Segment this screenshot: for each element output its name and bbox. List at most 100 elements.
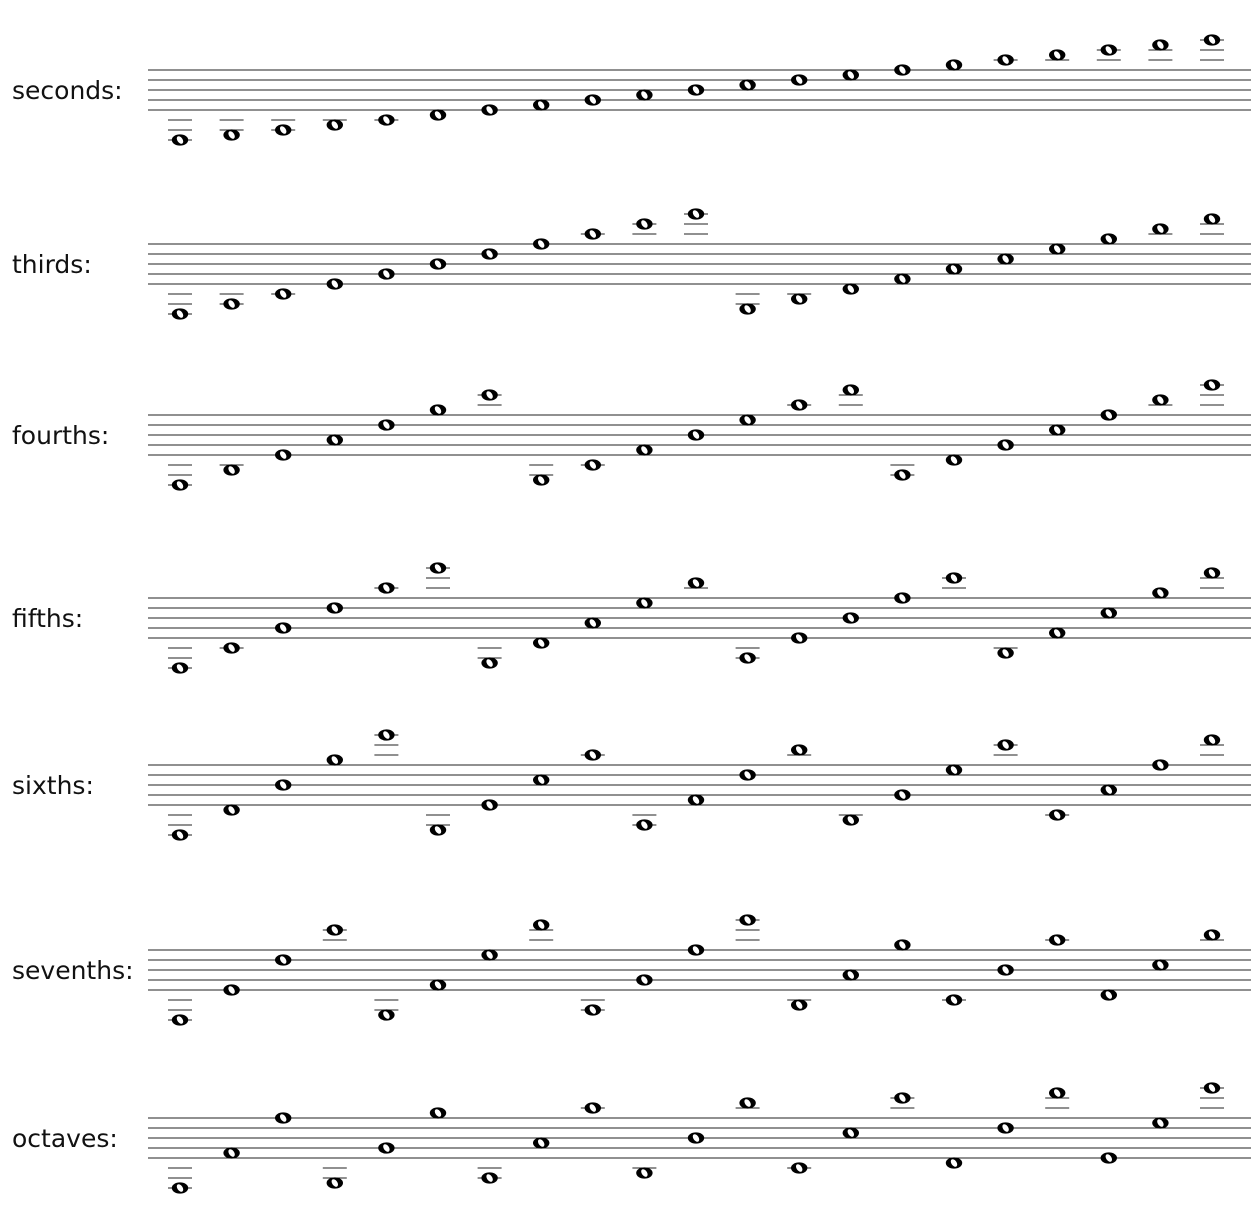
- whole-note: [378, 1009, 395, 1021]
- whole-note: [945, 994, 963, 1006]
- whole-note: [997, 739, 1014, 751]
- whole-note: [997, 54, 1014, 66]
- whole-note: [223, 804, 240, 816]
- whole-note: [275, 288, 292, 300]
- whole-note: [1152, 1117, 1169, 1129]
- whole-note: [533, 919, 550, 931]
- whole-note: [326, 119, 343, 131]
- whole-note: [636, 1167, 653, 1179]
- whole-note: [636, 444, 653, 456]
- whole-note: [687, 1132, 705, 1144]
- row-label-sixths: sixths:: [12, 771, 94, 800]
- whole-note: [997, 253, 1014, 265]
- whole-note: [533, 474, 550, 486]
- whole-note: [1049, 627, 1066, 639]
- whole-note: [171, 662, 189, 674]
- whole-note: [378, 729, 395, 741]
- whole-note: [481, 799, 498, 811]
- whole-note: [1203, 379, 1221, 391]
- whole-note: [481, 389, 498, 401]
- whole-note: [584, 749, 601, 761]
- row-label-fourths: fourths:: [12, 421, 109, 450]
- whole-note: [894, 592, 911, 604]
- whole-note: [223, 1147, 240, 1159]
- row-label-seconds: seconds:: [12, 76, 123, 105]
- whole-note: [791, 632, 808, 644]
- whole-note: [894, 1092, 911, 1104]
- whole-note: [171, 829, 189, 841]
- whole-note: [326, 1177, 343, 1189]
- whole-note: [326, 434, 343, 446]
- whole-note: [223, 298, 240, 310]
- whole-note: [636, 597, 653, 609]
- whole-note: [1203, 1082, 1221, 1094]
- whole-note: [533, 238, 550, 250]
- whole-note: [1203, 734, 1221, 746]
- whole-note: [223, 642, 240, 654]
- whole-note: [584, 94, 601, 106]
- whole-note: [1203, 213, 1221, 225]
- row-label-sevenths: sevenths:: [12, 956, 134, 985]
- whole-note: [842, 814, 859, 826]
- whole-note: [1152, 759, 1169, 771]
- whole-note: [223, 464, 240, 476]
- whole-note: [687, 208, 705, 220]
- whole-note: [1152, 959, 1169, 971]
- whole-note: [429, 562, 447, 574]
- whole-note: [1100, 409, 1118, 421]
- whole-note: [842, 1127, 859, 1139]
- whole-note: [739, 79, 756, 91]
- whole-note: [1100, 607, 1118, 619]
- whole-note: [1152, 39, 1169, 51]
- row-label-fifths: fifths:: [12, 604, 83, 633]
- whole-note: [429, 109, 447, 121]
- whole-note: [481, 657, 498, 669]
- whole-note: [687, 794, 705, 806]
- whole-note: [429, 1107, 447, 1119]
- whole-note: [1100, 233, 1118, 245]
- whole-note: [1203, 929, 1221, 941]
- whole-note: [481, 1172, 498, 1184]
- whole-note: [945, 1157, 963, 1169]
- whole-note: [326, 602, 343, 614]
- whole-note: [326, 278, 343, 290]
- whole-note: [533, 774, 550, 786]
- whole-note: [584, 1102, 601, 1114]
- whole-note: [1100, 44, 1118, 56]
- whole-note: [584, 1004, 601, 1016]
- whole-note: [791, 74, 808, 86]
- whole-note: [378, 419, 395, 431]
- whole-note: [997, 1122, 1014, 1134]
- whole-note: [533, 99, 550, 111]
- whole-note: [894, 939, 911, 951]
- whole-note: [997, 964, 1014, 976]
- whole-note: [1049, 934, 1066, 946]
- whole-note: [171, 308, 189, 320]
- whole-note: [378, 1142, 395, 1154]
- whole-note: [945, 454, 963, 466]
- whole-note: [378, 114, 395, 126]
- whole-note: [429, 258, 447, 270]
- whole-note: [1100, 1152, 1118, 1164]
- whole-note: [997, 439, 1014, 451]
- whole-note: [791, 293, 808, 305]
- whole-note: [791, 744, 808, 756]
- whole-note: [533, 637, 550, 649]
- whole-note: [584, 459, 601, 471]
- whole-note: [739, 769, 756, 781]
- whole-note: [1203, 34, 1221, 46]
- whole-note: [842, 969, 859, 981]
- whole-note: [791, 399, 808, 411]
- whole-note: [1100, 989, 1118, 1001]
- whole-note: [275, 449, 292, 461]
- whole-note: [481, 949, 498, 961]
- whole-note: [326, 754, 343, 766]
- whole-note: [1203, 567, 1221, 579]
- row-label-thirds: thirds:: [12, 250, 92, 279]
- whole-note: [223, 984, 240, 996]
- whole-note: [1049, 809, 1066, 821]
- whole-note: [1152, 223, 1169, 235]
- whole-note: [842, 69, 859, 81]
- whole-note: [171, 479, 189, 491]
